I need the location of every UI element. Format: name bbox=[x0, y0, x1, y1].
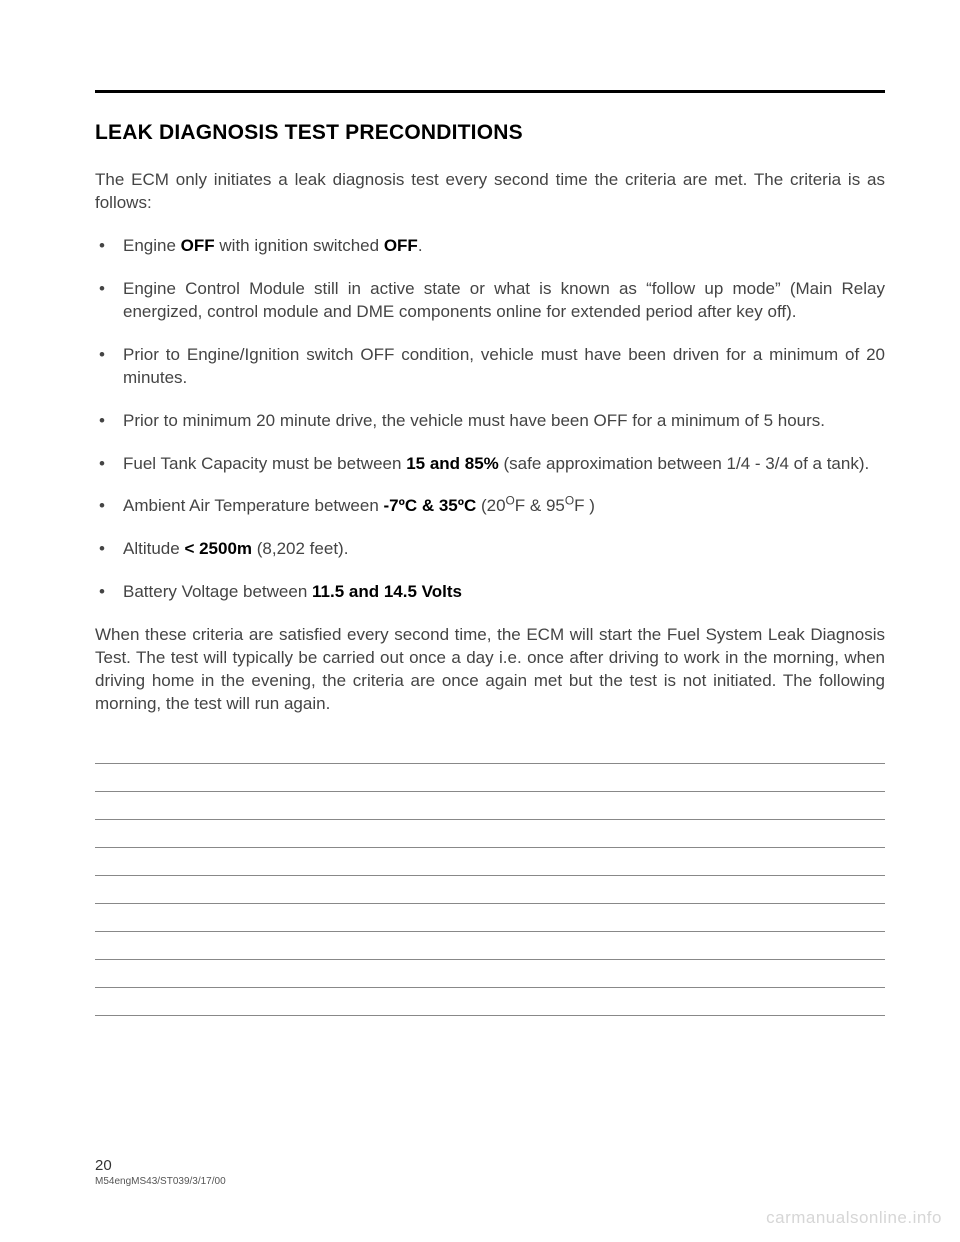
bold-text: OFF bbox=[181, 236, 215, 255]
text: . bbox=[418, 236, 423, 255]
bold-text: 15 and 85% bbox=[406, 454, 499, 473]
list-item: Engine Control Module still in active st… bbox=[95, 278, 885, 324]
text: with ignition switched bbox=[215, 236, 384, 255]
note-line bbox=[95, 932, 885, 960]
page-number: 20 bbox=[95, 1157, 226, 1174]
list-item: Altitude < 2500m (8,202 feet). bbox=[95, 538, 885, 561]
note-line bbox=[95, 792, 885, 820]
bold-text: -7ºC & 35ºC bbox=[384, 496, 477, 515]
list-item: Prior to Engine/Ignition switch OFF cond… bbox=[95, 344, 885, 390]
text: Altitude bbox=[123, 539, 184, 558]
intro-paragraph: The ECM only initiates a leak diagnosis … bbox=[95, 169, 885, 215]
text: Engine bbox=[123, 236, 181, 255]
text: F ) bbox=[574, 496, 595, 515]
page-footer: 20 M54engMS43/ST039/3/17/00 bbox=[95, 1157, 226, 1187]
watermark: carmanualsonline.info bbox=[766, 1208, 942, 1228]
criteria-list: Engine OFF with ignition switched OFF. E… bbox=[95, 235, 885, 604]
superscript: O bbox=[506, 494, 515, 508]
note-line bbox=[95, 820, 885, 848]
note-line bbox=[95, 904, 885, 932]
list-item: Engine OFF with ignition switched OFF. bbox=[95, 235, 885, 258]
text: Battery Voltage between bbox=[123, 582, 312, 601]
text: F & 95 bbox=[515, 496, 565, 515]
superscript: O bbox=[565, 494, 574, 508]
note-line bbox=[95, 960, 885, 988]
note-line bbox=[95, 736, 885, 764]
text: Ambient Air Temperature between bbox=[123, 496, 384, 515]
text: (8,202 feet). bbox=[252, 539, 348, 558]
bold-text: 11.5 and 14.5 Volts bbox=[312, 582, 462, 601]
list-item: Prior to minimum 20 minute drive, the ve… bbox=[95, 410, 885, 433]
list-item: Fuel Tank Capacity must be between 15 an… bbox=[95, 453, 885, 476]
top-rule bbox=[95, 90, 885, 93]
note-line bbox=[95, 848, 885, 876]
note-line bbox=[95, 988, 885, 1016]
closing-paragraph: When these criteria are satisfied every … bbox=[95, 624, 885, 716]
list-item: Ambient Air Temperature between -7ºC & 3… bbox=[95, 495, 885, 518]
bold-text: < 2500m bbox=[184, 539, 252, 558]
note-line bbox=[95, 876, 885, 904]
text: (safe approximation between 1/4 - 3/4 of… bbox=[499, 454, 869, 473]
text: (20 bbox=[476, 496, 505, 515]
bold-text: OFF bbox=[384, 236, 418, 255]
text: Fuel Tank Capacity must be between bbox=[123, 454, 406, 473]
document-page: LEAK DIAGNOSIS TEST PRECONDITIONS The EC… bbox=[0, 0, 960, 1242]
section-heading: LEAK DIAGNOSIS TEST PRECONDITIONS bbox=[95, 121, 885, 145]
document-id: M54engMS43/ST039/3/17/00 bbox=[95, 1176, 226, 1187]
note-line bbox=[95, 764, 885, 792]
notes-lines bbox=[95, 736, 885, 1016]
list-item: Battery Voltage between 11.5 and 14.5 Vo… bbox=[95, 581, 885, 604]
